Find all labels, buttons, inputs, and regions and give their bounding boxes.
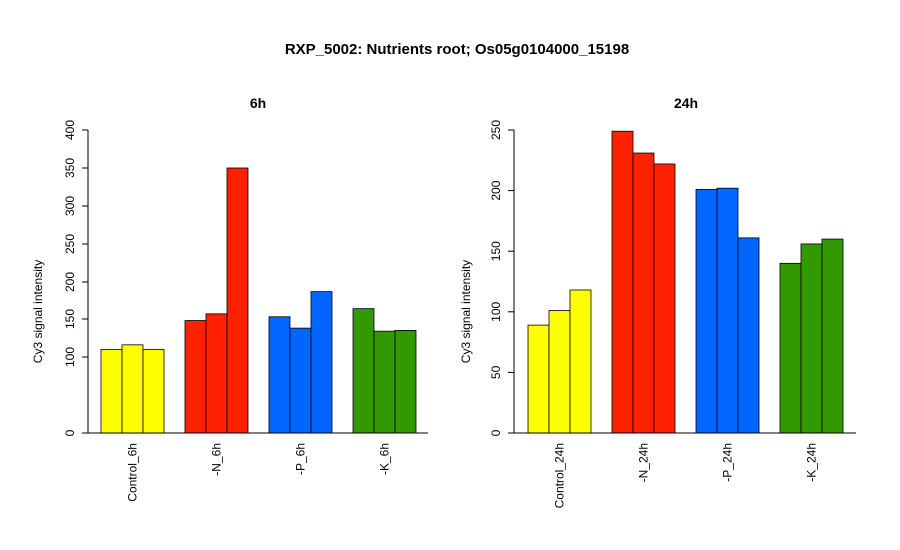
bar [653, 163, 676, 434]
bar [373, 330, 396, 434]
y-tick-label: 100 [63, 347, 77, 367]
y-tick-label: 350 [63, 158, 77, 178]
bar [310, 291, 333, 434]
x-category-label: -N_6h [210, 443, 224, 476]
bar [184, 320, 207, 434]
figure-title: RXP_5002: Nutrients root; Os05g0104000_1… [285, 41, 629, 58]
y-axis-label: Cy3 signal intensity [31, 260, 45, 363]
y-tick-label: 0 [63, 429, 77, 436]
y-tick-label: 150 [63, 309, 77, 329]
y-tick-label: 200 [489, 180, 503, 200]
y-tick-label: 250 [489, 120, 503, 140]
bar [352, 308, 375, 434]
y-tick-label: 50 [489, 365, 503, 379]
x-category-label: Control_6h [126, 443, 140, 502]
bar [779, 262, 802, 434]
x-category-label: -K_24h [805, 443, 819, 482]
bar [632, 152, 655, 434]
bar [527, 324, 550, 434]
bar [611, 130, 634, 434]
y-tick-label: 150 [489, 241, 503, 261]
bar [569, 289, 592, 434]
bar [268, 316, 291, 434]
bar [800, 243, 823, 434]
bar [121, 344, 144, 434]
x-category-label: -K_6h [378, 443, 392, 475]
bar [100, 348, 123, 434]
bar [716, 187, 739, 434]
bar [548, 310, 571, 434]
bar [737, 237, 760, 434]
bar [142, 348, 165, 434]
bar [394, 329, 417, 434]
x-category-label: -P_6h [294, 443, 308, 475]
bar [205, 313, 228, 434]
bar [226, 167, 249, 434]
y-axis-label: Cy3 signal intensity [459, 260, 473, 363]
bar [821, 238, 844, 434]
y-tick-label: 100 [489, 301, 503, 321]
y-tick-label: 0 [489, 429, 503, 436]
panel-title: 24h [674, 95, 698, 111]
x-category-label: Control_24h [553, 443, 567, 508]
panel-title: 6h [250, 95, 266, 111]
bar [695, 188, 718, 434]
bar [289, 327, 312, 434]
x-category-label: -N_24h [637, 443, 651, 482]
y-tick-label: 400 [63, 120, 77, 140]
y-tick-label: 250 [63, 234, 77, 254]
y-tick-label: 200 [63, 272, 77, 292]
y-tick-label: 300 [63, 196, 77, 216]
x-category-label: -P_24h [721, 443, 735, 482]
